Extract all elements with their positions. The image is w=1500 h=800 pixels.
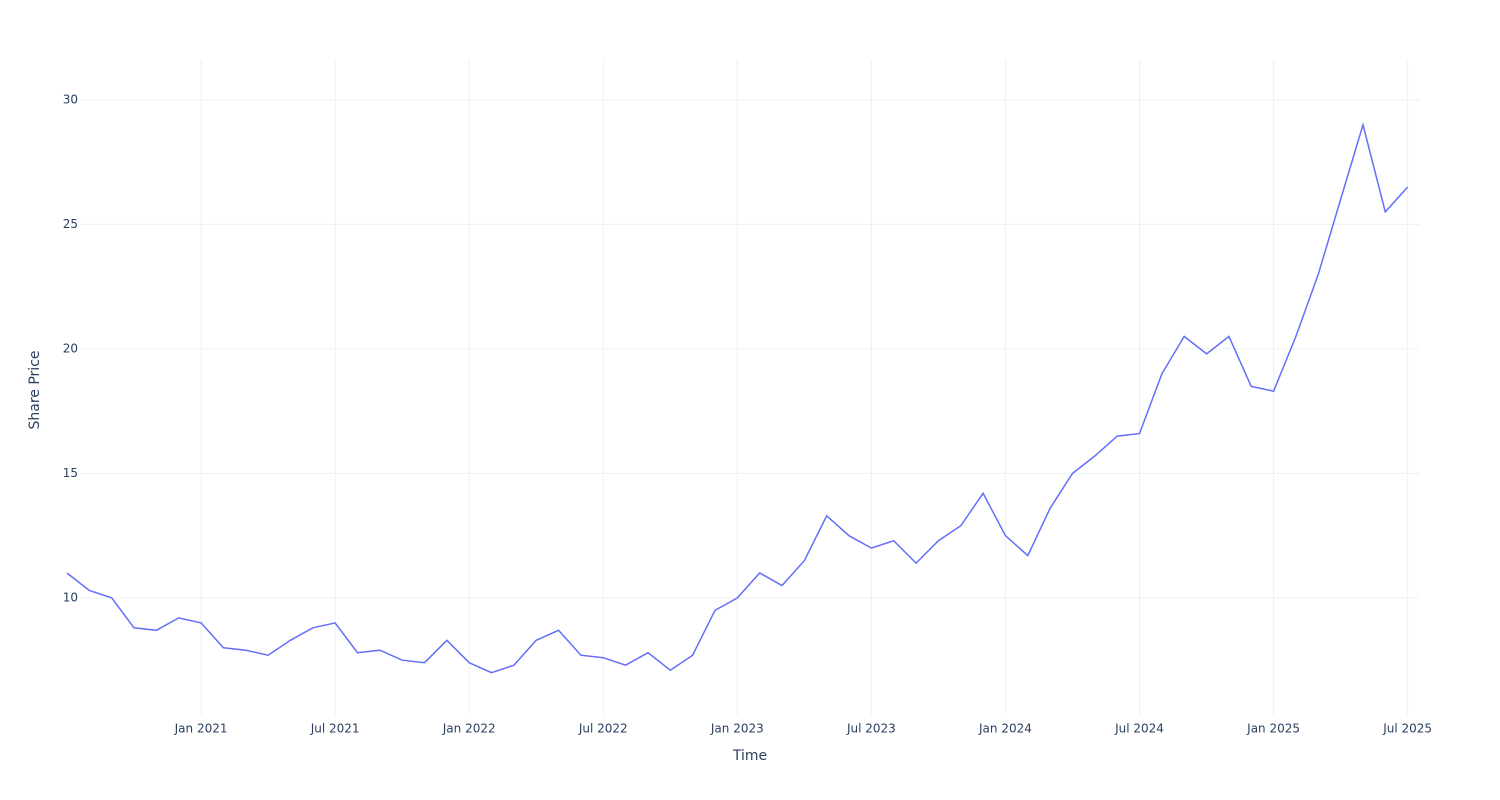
- x-tick-label: Jan 2024: [978, 722, 1032, 736]
- y-tick-label: 20: [63, 341, 78, 355]
- y-tick-label: 15: [63, 466, 78, 480]
- y-axis-title: Share Price: [27, 350, 43, 429]
- x-tick-label: Jul 2022: [578, 722, 628, 736]
- x-tick-label: Jul 2025: [1382, 722, 1432, 736]
- x-tick-label: Jan 2023: [710, 722, 764, 736]
- x-tick-label: Jan 2021: [174, 722, 228, 736]
- line-series: [66, 121, 1409, 674]
- y-tick-label: 25: [63, 217, 78, 231]
- x-tick-label: Jul 2021: [310, 722, 360, 736]
- x-tick-label: Jan 2022: [442, 722, 496, 736]
- x-axis-title: Time: [732, 748, 767, 764]
- x-tick-label: Jan 2025: [1246, 722, 1300, 736]
- x-tick-label: Jul 2024: [1114, 722, 1164, 736]
- x-tick-label: Jul 2023: [846, 722, 896, 736]
- y-tick-label: 30: [63, 92, 78, 106]
- y-tick-label: 10: [63, 590, 78, 604]
